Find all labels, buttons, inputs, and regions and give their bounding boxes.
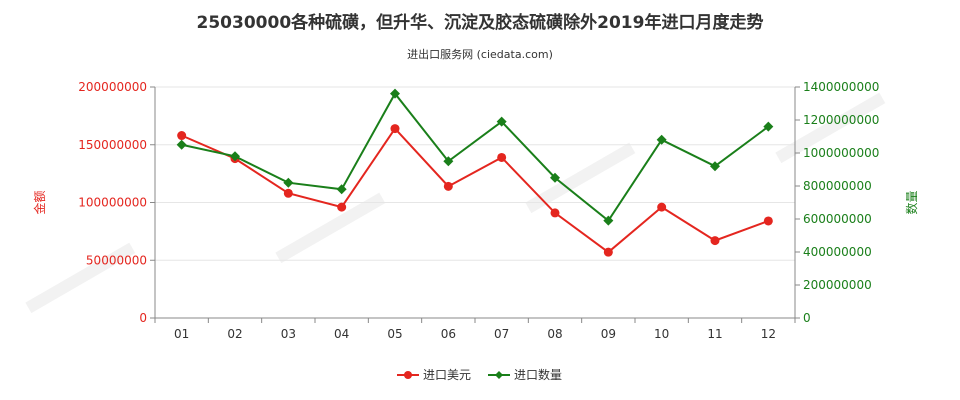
- series-point: [656, 134, 667, 145]
- chart-title: 25030000各种硫磺，但升华、沉淀及胶态硫磺除外2019年进口月度走势: [197, 12, 764, 33]
- x-tick-label: 07: [494, 327, 509, 341]
- series-point: [443, 181, 453, 191]
- series-point: [230, 151, 240, 162]
- series-point: [603, 247, 613, 257]
- right-axis-label: 数量: [904, 190, 919, 214]
- legend-entry: 进口数量: [514, 367, 562, 382]
- left-tick-label: 200000000: [78, 80, 147, 94]
- x-tick-label: 10: [654, 327, 669, 341]
- series-point: [390, 88, 400, 99]
- series-point: [390, 124, 400, 134]
- right-tick-label: 800000000: [803, 179, 872, 193]
- series-line-1: [181, 91, 769, 223]
- series-point: [443, 156, 454, 167]
- x-tick-label: 03: [281, 327, 296, 341]
- series-point: [710, 236, 720, 246]
- series-point: [337, 202, 347, 212]
- series-point: [283, 188, 293, 198]
- right-tick-label: 200000000: [803, 278, 872, 292]
- left-tick-label: 0: [139, 311, 147, 325]
- x-axis-ticks: 01 02 03 04 05 06 07 08 09 10 11 12: [154, 318, 796, 341]
- x-tick-label: 06: [441, 327, 456, 341]
- series-line-0: [181, 126, 769, 254]
- right-tick-label: 600000000: [803, 212, 872, 226]
- watermark-mark: [525, 142, 636, 214]
- x-tick-label: 04: [334, 327, 349, 341]
- series-point: [763, 121, 774, 132]
- x-tick-label: 08: [547, 327, 562, 341]
- series-point: [550, 208, 560, 218]
- right-tick-label: 0: [803, 311, 811, 325]
- series-point: [177, 131, 187, 141]
- series-point: [763, 216, 773, 226]
- watermark-mark: [275, 192, 386, 264]
- series-point: [603, 215, 614, 226]
- series-point: [283, 177, 294, 188]
- legend-swatch-marker: [495, 371, 503, 379]
- left-axis-label: 金额: [32, 190, 47, 214]
- right-tick-label: 1000000000: [803, 146, 879, 160]
- series-point: [550, 172, 560, 183]
- left-tick-label: 50000000: [86, 253, 147, 267]
- x-tick-label: 02: [227, 327, 242, 341]
- watermark-mark: [775, 92, 886, 164]
- watermark-mark: [25, 242, 136, 314]
- x-tick-label: 09: [601, 327, 616, 341]
- series-point: [176, 139, 187, 150]
- left-tick-label: 150000000: [78, 138, 147, 152]
- series-point: [657, 202, 667, 212]
- series-layer: [176, 88, 774, 257]
- x-tick-label: 11: [707, 327, 722, 341]
- x-tick-label: 05: [387, 327, 402, 341]
- chart-subtitle: 进出口服务网 (ciedata.com): [407, 47, 553, 61]
- legend-entry: 进口美元: [423, 368, 471, 382]
- right-tick-label: 1400000000: [803, 80, 879, 94]
- legend-swatch-marker: [404, 371, 412, 379]
- series-point: [496, 116, 507, 127]
- series-point: [497, 152, 507, 162]
- right-tick-label: 400000000: [803, 245, 872, 259]
- watermark-layer: [25, 92, 886, 314]
- left-tick-label: 100000000: [78, 196, 147, 210]
- legend: 进口美元 进口数量: [397, 367, 562, 382]
- right-axis-ticks: 0 200000000 400000000 600000000 800000000 100…: [795, 80, 879, 325]
- left-axis-ticks: 0 50000000 100000000 150000000 200000000: [78, 80, 155, 325]
- series-point: [336, 184, 347, 195]
- x-tick-label: 01: [174, 327, 189, 341]
- x-tick-label: 12: [761, 327, 776, 341]
- series-point: [710, 161, 720, 172]
- right-tick-label: 1200000000: [803, 113, 879, 127]
- grid-lines: [155, 86, 795, 319]
